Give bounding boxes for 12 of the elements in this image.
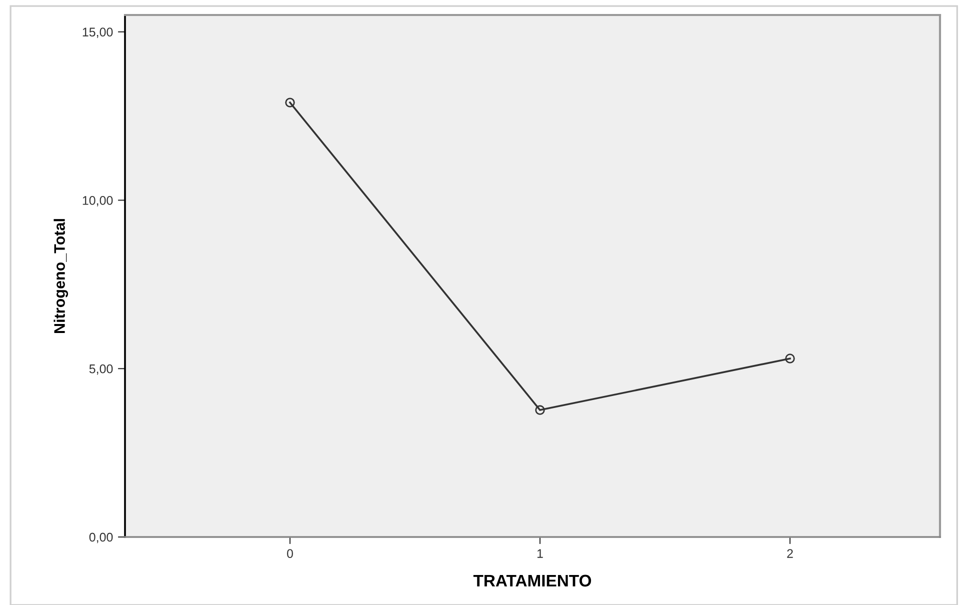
y-tick-label: 5,00 bbox=[89, 364, 113, 375]
x-tick-label: 2 bbox=[787, 549, 793, 558]
x-tick-label: 0 bbox=[287, 549, 293, 558]
point bbox=[285, 98, 295, 108]
point bbox=[535, 405, 545, 415]
x-axis-title: TRATAMIENTO bbox=[473, 574, 592, 587]
y-tick-label: 10,00 bbox=[82, 196, 113, 206]
point bbox=[785, 354, 795, 364]
x-tick-label: 1 bbox=[537, 549, 543, 558]
y-tick-label: 15,00 bbox=[82, 28, 113, 38]
y-axis-title: Nitrogeno_Total bbox=[54, 219, 68, 333]
y-tick-label: 0,00 bbox=[89, 532, 113, 544]
